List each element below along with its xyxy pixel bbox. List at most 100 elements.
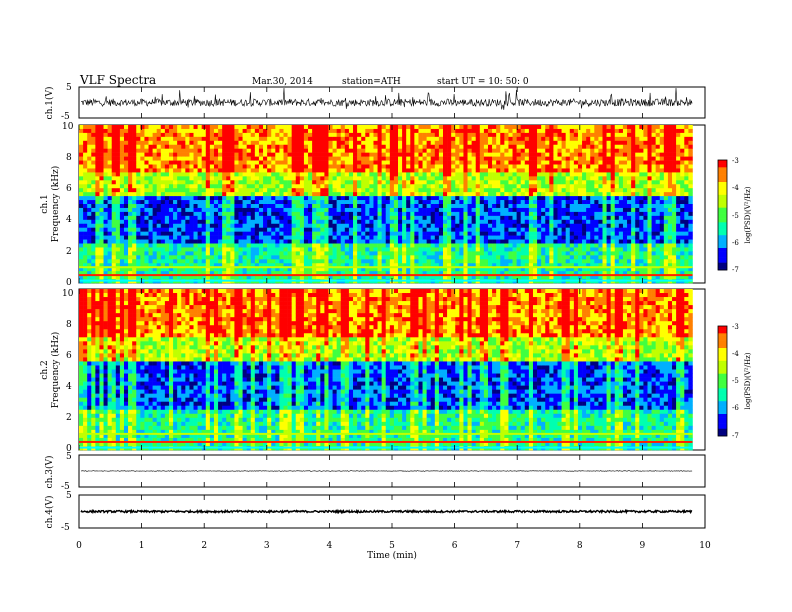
spectrogram-cell bbox=[283, 247, 288, 252]
spectrogram-cell bbox=[377, 271, 382, 276]
spectrogram-cell bbox=[271, 148, 276, 153]
spectrogram-cell bbox=[426, 140, 432, 146]
spectrogram-cell bbox=[447, 188, 452, 193]
spectrogram-cell bbox=[385, 263, 391, 268]
spectrogram-cell bbox=[483, 219, 489, 225]
spectrogram-cell bbox=[532, 231, 538, 236]
spectrogram-cell bbox=[475, 128, 481, 134]
spectrogram-cell bbox=[197, 200, 202, 205]
spectrogram-cell bbox=[365, 192, 370, 197]
spectrogram-cell bbox=[152, 263, 158, 268]
spectrogram-cell bbox=[271, 164, 276, 169]
spectrogram-cell bbox=[410, 144, 415, 149]
spectrogram-cell bbox=[373, 136, 378, 142]
spectrogram-cell bbox=[303, 148, 309, 153]
spectrogram-cell bbox=[377, 128, 382, 134]
spectrogram-cell bbox=[328, 176, 333, 181]
spectrogram-cell bbox=[447, 196, 452, 201]
spectrogram-cell bbox=[524, 168, 530, 173]
spectrogram-cell bbox=[496, 259, 501, 264]
spectrogram-cell bbox=[369, 219, 374, 225]
spectrogram-cell bbox=[279, 200, 284, 205]
spectrogram-cell bbox=[459, 267, 464, 272]
spectrogram-cell bbox=[569, 160, 575, 165]
spectrogram-cell bbox=[107, 172, 113, 177]
spectrogram-cell bbox=[111, 223, 117, 228]
spectrogram-cell bbox=[103, 275, 108, 280]
spectrogram-cell bbox=[263, 204, 268, 209]
spectrogram-cell bbox=[537, 227, 542, 232]
spectrogram-cell bbox=[156, 152, 162, 157]
spectrogram-cell bbox=[483, 275, 489, 280]
spectrogram-cell bbox=[447, 128, 452, 134]
spectrogram-cell bbox=[324, 176, 329, 181]
spectrogram-cell bbox=[385, 148, 391, 153]
spectrogram-cell bbox=[361, 271, 366, 276]
spectrogram-cell bbox=[487, 144, 493, 149]
spectrogram-cell bbox=[447, 259, 452, 264]
spectrogram-cell bbox=[426, 152, 432, 157]
spectrogram-cell bbox=[577, 192, 583, 197]
spectrogram-cell bbox=[398, 247, 403, 252]
spectrogram-cell bbox=[398, 255, 403, 260]
spectrogram-cell bbox=[226, 263, 231, 268]
spectrogram-cell bbox=[258, 231, 264, 236]
spectrogram-cell bbox=[357, 192, 362, 197]
spectrogram-cell bbox=[487, 176, 493, 181]
spectrogram-cell bbox=[463, 180, 468, 185]
spectrogram-cell bbox=[455, 144, 460, 149]
spectrogram-cell bbox=[91, 211, 96, 217]
spectrogram-cell bbox=[582, 148, 587, 153]
spectrogram-cell bbox=[430, 184, 436, 189]
spectrogram-cell bbox=[463, 192, 468, 197]
spectrogram-cell bbox=[573, 192, 579, 197]
spectrogram-cell bbox=[496, 247, 501, 252]
spectrogram-cell bbox=[393, 223, 399, 228]
spectrogram-cell bbox=[99, 188, 104, 193]
spectrogram-cell bbox=[222, 148, 227, 153]
spectrogram-cell bbox=[451, 200, 456, 205]
spectrogram-cell bbox=[537, 255, 542, 260]
spectrogram-cell bbox=[443, 227, 448, 232]
spectrogram-cell bbox=[582, 243, 587, 248]
spectrogram-cell bbox=[258, 176, 264, 181]
spectrogram-cell bbox=[320, 196, 325, 201]
spectrogram-cell bbox=[107, 259, 113, 264]
spectrogram-cell bbox=[115, 164, 121, 169]
spectrogram-cell bbox=[479, 180, 485, 185]
spectrogram-cell bbox=[528, 215, 534, 221]
spectrogram-cell bbox=[308, 125, 313, 130]
spectrogram-cell bbox=[328, 255, 333, 260]
spectrogram-cell bbox=[230, 156, 235, 161]
spectrogram-cell bbox=[226, 144, 231, 149]
spectrogram-cell bbox=[512, 140, 517, 146]
spectrogram-cell bbox=[557, 231, 562, 236]
spectrogram-cell bbox=[463, 156, 468, 161]
spectrogram-cell bbox=[148, 211, 153, 217]
spectrogram-cell bbox=[107, 136, 113, 142]
spectrogram-cell bbox=[103, 247, 108, 252]
spectrogram-cell bbox=[226, 136, 231, 142]
spectrogram-cell bbox=[463, 125, 468, 130]
spectrogram-cell bbox=[205, 125, 211, 130]
spectrogram-cell bbox=[156, 164, 162, 169]
spectrogram-cell bbox=[115, 200, 121, 205]
spectrogram-cell bbox=[500, 239, 505, 244]
spectrogram-cell bbox=[577, 196, 583, 201]
spectrogram-cell bbox=[434, 160, 440, 165]
spectrogram-cell bbox=[557, 188, 562, 193]
spectrogram-cell bbox=[312, 275, 317, 280]
spectrogram-cell bbox=[537, 239, 542, 244]
spectrogram-cell bbox=[193, 200, 198, 205]
spectrogram-cell bbox=[209, 263, 215, 268]
spectrogram-cell bbox=[340, 192, 346, 197]
spectrogram-cell bbox=[577, 144, 583, 149]
spectrogram-cell bbox=[475, 275, 481, 280]
spectrogram-cell bbox=[438, 263, 444, 268]
spectrogram-cell bbox=[340, 247, 346, 252]
spectrogram-cell bbox=[586, 172, 591, 177]
spectrogram-cell bbox=[99, 204, 104, 209]
spectrogram-cell bbox=[357, 204, 362, 209]
spectrogram-cell bbox=[181, 215, 186, 221]
spectrogram-cell bbox=[459, 215, 464, 221]
